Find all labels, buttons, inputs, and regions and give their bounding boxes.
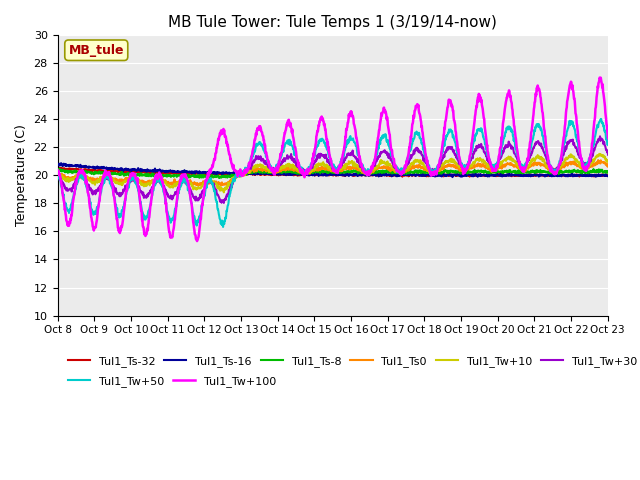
- Y-axis label: Temperature (C): Temperature (C): [15, 124, 28, 227]
- Title: MB Tule Tower: Tule Temps 1 (3/19/14-now): MB Tule Tower: Tule Temps 1 (3/19/14-now…: [168, 15, 497, 30]
- Legend: Tul1_Tw+50, Tul1_Tw+100: Tul1_Tw+50, Tul1_Tw+100: [63, 372, 280, 391]
- Text: MB_tule: MB_tule: [68, 44, 124, 57]
